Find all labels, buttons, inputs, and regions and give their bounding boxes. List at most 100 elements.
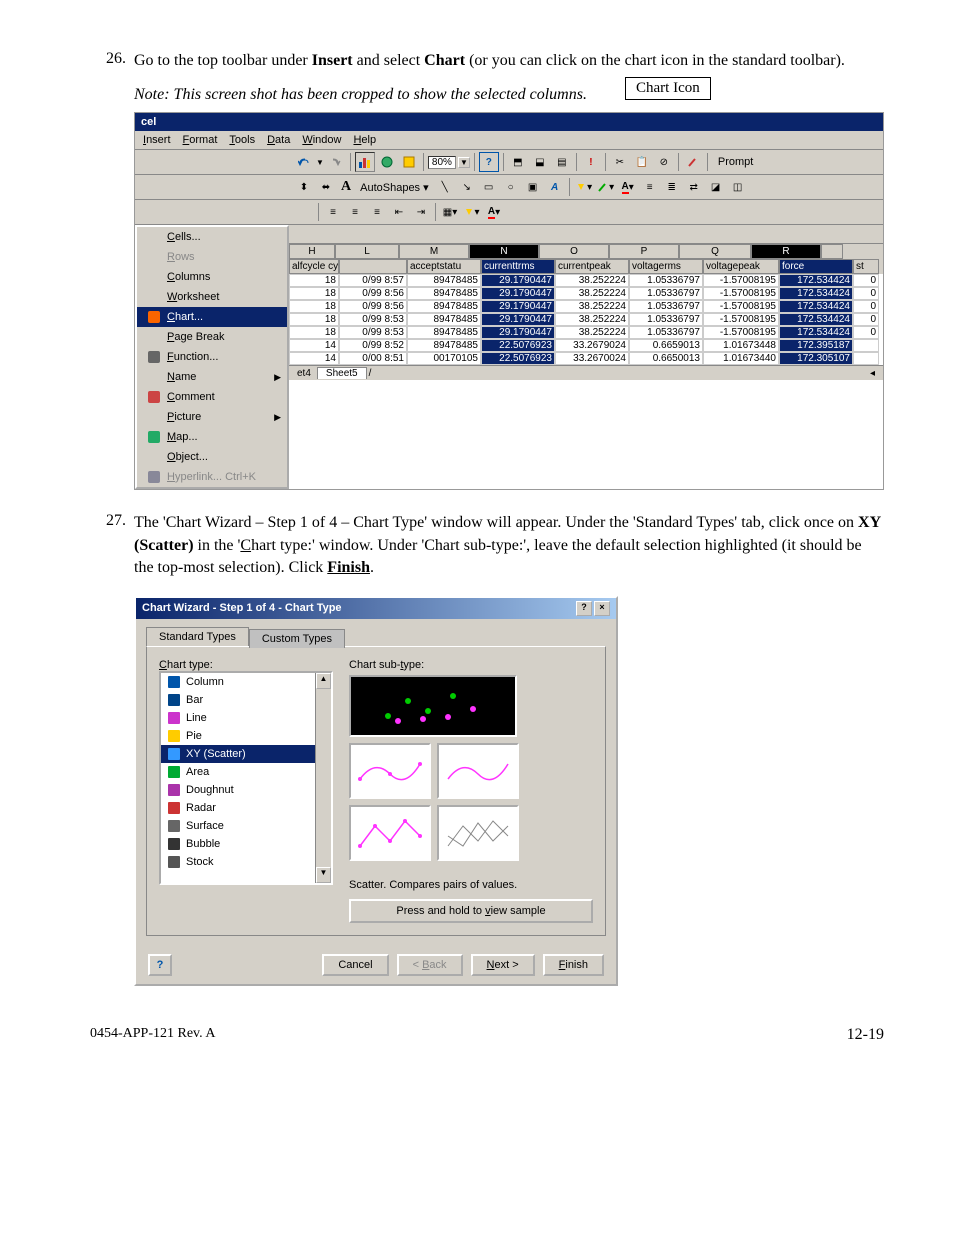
col-head[interactable]: M <box>399 244 469 259</box>
insert-item-hyperlinkctrlk[interactable]: Hyperlink... Ctrl+K <box>137 467 287 487</box>
insert-item-cells[interactable]: Cells... <box>137 227 287 247</box>
undo-icon[interactable] <box>294 152 314 172</box>
exclaim-icon[interactable]: ! <box>581 152 601 172</box>
font-color-icon[interactable]: A▾ <box>618 177 638 197</box>
arrow-icon[interactable]: ↘ <box>457 177 477 197</box>
font-a-icon[interactable]: A <box>338 179 354 195</box>
insert-item-map[interactable]: Map... <box>137 427 287 447</box>
tab-et4[interactable]: et4 <box>293 368 315 379</box>
autoshapes-menu[interactable]: AutoShapes ▾ <box>356 181 433 194</box>
chart-type-radar[interactable]: Radar <box>161 799 331 817</box>
insert-item-pagebreak[interactable]: Page Break <box>137 327 287 347</box>
col-head[interactable]: H <box>289 244 335 259</box>
redo-icon[interactable] <box>326 152 346 172</box>
next-button[interactable]: Next > <box>471 954 535 976</box>
chart-type-pie[interactable]: Pie <box>161 727 331 745</box>
cancel-button[interactable]: Cancel <box>322 954 388 976</box>
borders-icon[interactable]: ▦▾ <box>440 202 460 222</box>
insert-item-object[interactable]: Object... <box>137 447 287 467</box>
map-icon[interactable] <box>377 152 397 172</box>
menu-window[interactable]: Window <box>298 133 345 147</box>
drawing-icon[interactable] <box>399 152 419 172</box>
tab-custom[interactable]: Custom Types <box>249 629 345 648</box>
bold-icon[interactable] <box>294 202 314 222</box>
textbox-icon[interactable]: ▣ <box>523 177 543 197</box>
menu-tools[interactable]: Tools <box>225 133 259 147</box>
ungroup-icon[interactable]: ⬌ <box>316 177 336 197</box>
col-head[interactable]: N <box>469 244 539 259</box>
insert-item-rows[interactable]: Rows <box>137 247 287 267</box>
close-icon[interactable]: × <box>594 601 610 616</box>
tab-sheet5[interactable]: Sheet5 <box>317 367 367 379</box>
delete-icon[interactable]: ⊘ <box>654 152 674 172</box>
col-head[interactable]: R <box>751 244 821 259</box>
finish-button[interactable]: Finish <box>543 954 604 976</box>
draw-icon[interactable] <box>683 152 703 172</box>
insert-item-name[interactable]: Name▶ <box>137 367 287 387</box>
subtype-scatter-points[interactable] <box>349 675 517 737</box>
rect-icon[interactable]: ▭ <box>479 177 499 197</box>
tool-icon[interactable]: ⬒ <box>508 152 528 172</box>
back-button[interactable]: < Back <box>397 954 463 976</box>
arrows-icon[interactable]: ⇄ <box>684 177 704 197</box>
scroll-up-icon[interactable]: ▲ <box>316 673 331 689</box>
subtype-lines[interactable] <box>437 805 519 861</box>
chart-type-column[interactable]: Column <box>161 673 331 691</box>
lines-icon[interactable]: ≡ <box>640 177 660 197</box>
chart-type-doughnut[interactable]: Doughnut <box>161 781 331 799</box>
chart-type-area[interactable]: Area <box>161 763 331 781</box>
oval-icon[interactable]: ○ <box>501 177 521 197</box>
menu-format[interactable]: Format <box>179 133 222 147</box>
col-head[interactable]: P <box>609 244 679 259</box>
tool-icon[interactable]: ⬓ <box>530 152 550 172</box>
subtype-smooth[interactable] <box>437 743 519 799</box>
insert-item-chart[interactable]: Chart... <box>137 307 287 327</box>
menu-insert[interactable]: Insert <box>139 133 175 147</box>
menu-help[interactable]: Help <box>349 133 380 147</box>
align-left-icon[interactable]: ≡ <box>323 202 343 222</box>
zoom-combo[interactable]: 80% <box>428 156 456 169</box>
3d-icon[interactable]: ◫ <box>728 177 748 197</box>
subtype-lines-markers[interactable] <box>349 805 431 861</box>
col-head[interactable]: Q <box>679 244 751 259</box>
tool-icon[interactable]: ▤ <box>552 152 572 172</box>
view-sample-button[interactable]: Press and hold to view sample <box>349 899 593 923</box>
insert-item-comment[interactable]: Comment <box>137 387 287 407</box>
dashes-icon[interactable]: ≣ <box>662 177 682 197</box>
fill-icon[interactable]: ▾ <box>574 177 594 197</box>
chart-type-surface[interactable]: Surface <box>161 817 331 835</box>
cut-icon[interactable]: ✂ <box>610 152 630 172</box>
insert-item-columns[interactable]: Columns <box>137 267 287 287</box>
col-head[interactable]: O <box>539 244 609 259</box>
insert-item-function[interactable]: Function... <box>137 347 287 367</box>
help-icon[interactable]: ? <box>148 954 172 976</box>
subtype-smooth-markers[interactable] <box>349 743 431 799</box>
tab-standard[interactable]: Standard Types <box>146 627 249 646</box>
indent-dec-icon[interactable]: ⇤ <box>389 202 409 222</box>
paste-icon[interactable]: 📋 <box>632 152 652 172</box>
chart-type-line[interactable]: Line <box>161 709 331 727</box>
chart-icon[interactable] <box>355 152 375 172</box>
insert-item-picture[interactable]: Picture▶ <box>137 407 287 427</box>
scrollbar[interactable]: ▲ ▼ <box>315 673 331 883</box>
align-right-icon[interactable]: ≡ <box>367 202 387 222</box>
scroll-down-icon[interactable]: ▼ <box>316 867 331 883</box>
col-head[interactable] <box>821 244 843 259</box>
menu-data[interactable]: Data <box>263 133 294 147</box>
line-icon[interactable]: ╲ <box>435 177 455 197</box>
align-center-icon[interactable]: ≡ <box>345 202 365 222</box>
shadow-icon[interactable]: ◪ <box>706 177 726 197</box>
chart-type-list[interactable]: ColumnBarLinePieXY (Scatter)AreaDoughnut… <box>159 671 333 885</box>
group-icon[interactable]: ⬍ <box>294 177 314 197</box>
fill2-icon[interactable]: ▾ <box>462 202 482 222</box>
chart-type-bar[interactable]: Bar <box>161 691 331 709</box>
col-head[interactable]: L <box>335 244 399 259</box>
insert-item-worksheet[interactable]: Worksheet <box>137 287 287 307</box>
help-icon[interactable]: ? <box>576 601 592 616</box>
line-color-icon[interactable]: ▾ <box>596 177 616 197</box>
wordart-icon[interactable]: A <box>545 177 565 197</box>
fontcolor2-icon[interactable]: A▾ <box>484 202 504 222</box>
chart-type-xyscatter[interactable]: XY (Scatter) <box>161 745 331 763</box>
indent-inc-icon[interactable]: ⇥ <box>411 202 431 222</box>
chart-type-bubble[interactable]: Bubble <box>161 835 331 853</box>
